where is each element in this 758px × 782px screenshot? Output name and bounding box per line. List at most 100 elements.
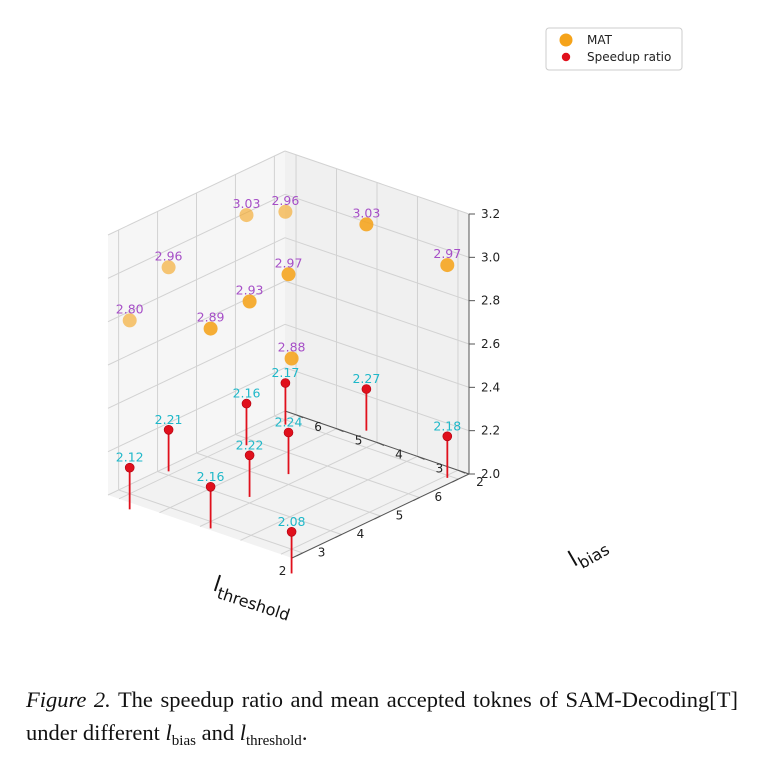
y-tick-label-1: 3 xyxy=(436,461,444,475)
mat-point-5 xyxy=(239,208,254,223)
mat-label-8: 2.97 xyxy=(433,246,461,261)
data-labels: 2.80 2.12 2.96 2.21 3.03 2.16 2.96 2.17 2.89 2.16… xyxy=(116,193,461,529)
speedup-point-3 xyxy=(244,450,255,461)
mat-label-3: 2.93 xyxy=(236,283,264,298)
mat-label-7: 3.03 xyxy=(352,205,380,220)
speedup-label-7: 2.27 xyxy=(352,371,380,386)
x-tick-mark-0 xyxy=(296,552,303,557)
figure-3d-scatter: 2 3 4 5 6 2 3 4 5 6 2.0 2.2 2.4 2.6 2.8 3.0 3.2 2.80 2.12… xyxy=(107,27,683,625)
caption-var-bias-sub: bias xyxy=(171,733,196,749)
y-tick-mark-2 xyxy=(376,442,385,446)
mat-label-5: 3.03 xyxy=(233,196,261,211)
x-tick-label-3: 5 xyxy=(396,509,404,523)
y-tick-mark-3 xyxy=(336,428,344,433)
y-axis-label: lbias xyxy=(565,531,613,576)
caption-var-threshold-sub: threshold xyxy=(245,733,302,749)
mat-point-7 xyxy=(359,217,374,232)
mat-point-0 xyxy=(122,313,137,328)
x-tick-label-1: 3 xyxy=(318,545,326,559)
caption-text-mid: and xyxy=(195,720,240,745)
grid-back-z-2 xyxy=(107,323,286,409)
grid-floor-y-3 xyxy=(159,428,337,514)
x-axis-label: lthreshold xyxy=(209,572,295,625)
grid-lines xyxy=(107,150,470,555)
axis-lines xyxy=(284,213,475,559)
caption-text-before: The speedup ratio and mean accepted tokn… xyxy=(26,687,738,745)
legend-mat-label: MAT xyxy=(587,33,613,47)
y-tick-label-3: 5 xyxy=(355,434,363,448)
x-tick-mark-3 xyxy=(413,497,420,501)
mat-point-2 xyxy=(203,321,218,336)
speedup-label-3: 2.22 xyxy=(236,437,264,452)
y-tick-mark-0 xyxy=(457,469,466,474)
speedup-point-9 xyxy=(280,378,291,388)
mat-label-2: 2.89 xyxy=(197,310,225,325)
legend-box xyxy=(545,27,683,71)
grid-floor-y-1 xyxy=(240,455,418,541)
mat-label-6: 2.88 xyxy=(278,340,306,355)
y-tick-label-4: 6 xyxy=(314,420,322,434)
speedup-label-8: 2.18 xyxy=(433,418,461,433)
grid-back-z-6 xyxy=(107,150,286,236)
legend-speedup-label: Speedup ratio xyxy=(587,50,671,64)
x-tick-mark-4 xyxy=(452,478,459,483)
z-tick-label-3: 2.6 xyxy=(481,337,500,351)
z-tick-label-4: 2.8 xyxy=(481,294,500,308)
speedup-label-1: 2.21 xyxy=(155,412,183,427)
legend-speedup-marker xyxy=(561,52,571,62)
speedup-point-1 xyxy=(163,424,174,435)
grid-side-z-3 xyxy=(284,280,470,345)
x-tick-label-2: 4 xyxy=(357,527,365,541)
grid-back-z-3 xyxy=(107,280,286,366)
z-tick-label-6: 3.2 xyxy=(481,207,500,221)
mat-point-3 xyxy=(242,294,257,309)
mat-label-0: 2.80 xyxy=(116,301,144,316)
figure-caption: Figure 2. The speedup ratio and mean acc… xyxy=(26,683,738,758)
caption-figure-label: Figure 2. xyxy=(26,687,111,712)
data-markers xyxy=(122,204,455,537)
x-tick-mark-2 xyxy=(374,515,381,520)
grid-side-z-2 xyxy=(284,323,470,388)
speedup-point-7 xyxy=(361,384,372,394)
speedup-point-4 xyxy=(283,427,294,438)
speedup-label-0: 2.12 xyxy=(116,450,144,465)
grid-side-z-5 xyxy=(284,193,470,258)
speedup-label-2: 2.16 xyxy=(197,469,225,484)
y-tick-label-2: 4 xyxy=(395,448,403,462)
x-tick-label-0: 2 xyxy=(279,564,287,578)
mat-label-1: 2.96 xyxy=(155,248,183,263)
grid-back-z-0 xyxy=(107,410,286,496)
speedup-point-0 xyxy=(124,462,135,473)
caption-var-bias: l xyxy=(165,720,172,745)
grid-floor-y-2 xyxy=(199,442,378,527)
z-tick-label-5: 3.0 xyxy=(481,250,500,264)
mat-point-1 xyxy=(161,260,176,275)
mat-point-9 xyxy=(278,204,293,219)
speedup-label-6: 2.08 xyxy=(278,514,306,529)
grid-back-z-1 xyxy=(107,367,286,453)
mat-point-6 xyxy=(284,351,299,366)
z-tick-label-2: 2.4 xyxy=(481,380,500,394)
tick-labels: 2 3 4 5 6 2 3 4 5 6 2.0 2.2 2.4 2.6 2.8 3.0 3.2 xyxy=(279,207,500,578)
speedup-point-8 xyxy=(442,431,453,442)
y-tick-label-0: 2 xyxy=(476,475,484,489)
grid-floor-y-0 xyxy=(280,469,459,555)
z-tick-label-1: 2.2 xyxy=(481,424,500,438)
y-tick-mark-1 xyxy=(417,455,425,460)
mat-point-8 xyxy=(440,258,455,273)
speedup-label-9: 2.17 xyxy=(271,365,299,380)
legend-mat-marker xyxy=(559,33,573,47)
grid-side-z-4 xyxy=(284,237,470,302)
grid-side-z-6 xyxy=(284,150,470,215)
grid-back-z-4 xyxy=(107,237,286,323)
y-tick-mark-4 xyxy=(295,414,304,419)
x-tick-mark-1 xyxy=(335,534,342,538)
mat-label-9: 2.96 xyxy=(271,193,299,208)
speedup-stems xyxy=(128,382,449,574)
mat-point-4 xyxy=(281,267,296,282)
speedup-label-5: 2.16 xyxy=(233,386,261,401)
speedup-point-6 xyxy=(286,526,297,537)
grid-back-z-5 xyxy=(107,193,286,279)
z-tick-label-0: 2.0 xyxy=(481,467,500,481)
grid-side-z-1 xyxy=(284,367,470,432)
